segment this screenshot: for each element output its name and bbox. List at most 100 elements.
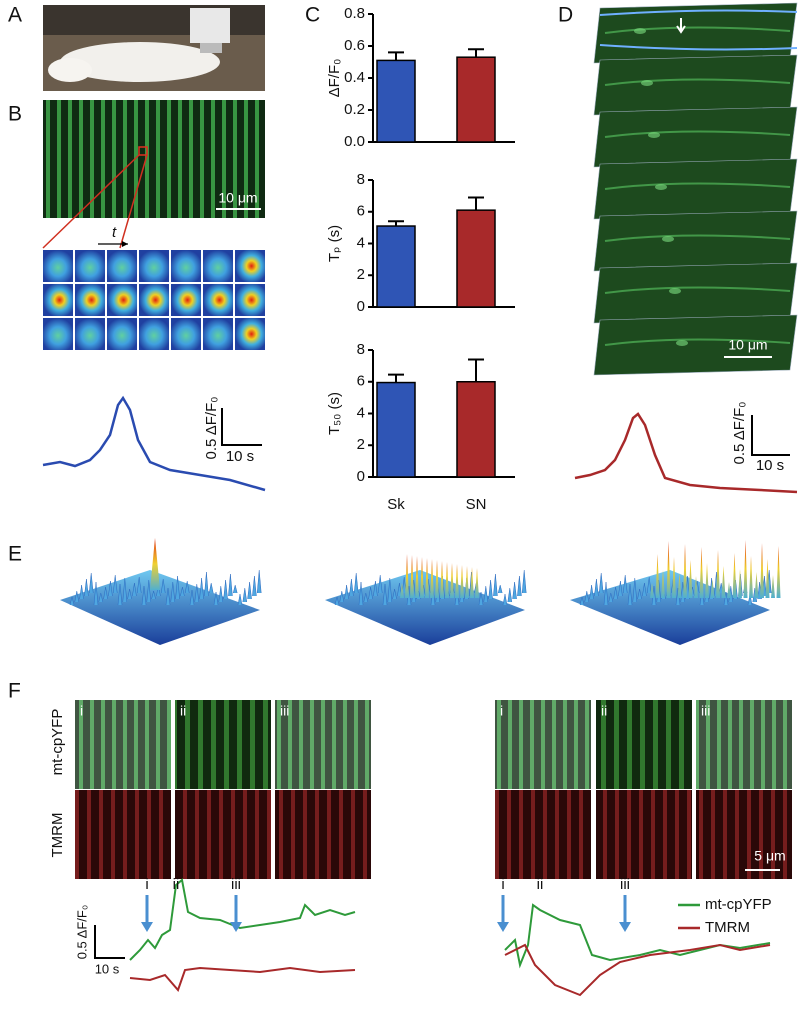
panel-label: A <box>8 4 22 27</box>
legend-label: TMRM <box>705 919 750 936</box>
arrow-label: i <box>145 876 148 893</box>
y-tick-label: 2 <box>357 266 365 283</box>
trace <box>129 966 356 992</box>
arrow <box>676 18 686 34</box>
arrow-label: ii <box>537 876 544 893</box>
y-tick-label: 8 <box>357 341 365 358</box>
y-axis-label: T₅₀ (s) <box>326 392 343 435</box>
spark <box>662 236 674 242</box>
panel-label: B <box>8 103 22 126</box>
scale-bar <box>751 415 790 456</box>
red-frame <box>75 790 171 879</box>
frame <box>235 284 265 316</box>
error-bar <box>468 196 484 211</box>
image-stack <box>593 2 798 376</box>
frame-label: i <box>80 703 83 719</box>
trace <box>574 412 798 494</box>
spark <box>676 340 688 346</box>
bar <box>376 59 416 143</box>
scale-label: 10 s <box>226 448 254 465</box>
scale-bar <box>221 408 262 446</box>
frame <box>43 250 73 282</box>
scale-label: 10 μm <box>728 337 767 353</box>
scale-label: 10 s <box>95 961 120 976</box>
arrow-head <box>122 241 128 247</box>
arrow-head <box>497 922 509 932</box>
heatmap-frames <box>43 250 265 350</box>
trace <box>42 395 266 492</box>
frame <box>171 284 201 316</box>
photo <box>43 5 265 91</box>
x-tick-label: SN <box>466 496 487 513</box>
trace <box>129 878 356 961</box>
fiber <box>604 234 791 242</box>
spark <box>641 80 653 86</box>
frame <box>75 318 105 350</box>
frame <box>43 284 73 316</box>
trace <box>504 903 771 969</box>
frame <box>171 318 201 350</box>
frame <box>593 54 798 116</box>
legend-label: mt-cpYFP <box>705 896 772 913</box>
peaks <box>650 540 781 598</box>
y-tick-label: 0.4 <box>344 69 365 86</box>
y-tick-label: 0.0 <box>344 133 365 150</box>
arrow-head <box>230 922 242 932</box>
y-axis-label: Tₚ (s) <box>326 225 343 262</box>
scale-label: 10 μm <box>218 190 257 206</box>
surface-plots <box>60 538 781 645</box>
bar <box>376 381 416 478</box>
green-frame <box>75 700 171 789</box>
fiber <box>604 78 791 86</box>
fiber <box>604 286 791 294</box>
red-frame <box>495 790 591 879</box>
y-tick-label: 6 <box>357 373 365 390</box>
scale-label: 10 s <box>756 457 784 474</box>
micrograph: 10 μm <box>42 100 265 249</box>
error-bar <box>468 358 484 382</box>
peak <box>150 538 160 590</box>
green-frame <box>696 700 792 789</box>
micrograph-rows: i ii iii i ii iii <box>75 700 792 879</box>
panel-label: E <box>8 543 22 566</box>
frame-label: iii <box>280 703 289 719</box>
green-frame <box>275 700 371 789</box>
error-bar <box>468 48 484 58</box>
arrow-label: i <box>501 876 504 893</box>
frame <box>171 250 201 282</box>
y-tick-label: 0.2 <box>344 101 365 118</box>
panel-label: F <box>8 680 21 703</box>
spark <box>648 132 660 138</box>
arrow-label: iii <box>231 876 241 893</box>
error-bar <box>388 373 404 383</box>
arrow-label: ii <box>173 876 180 893</box>
green-frame <box>495 700 591 789</box>
y-tick-label: 4 <box>357 404 365 421</box>
bar-charts: 0.0 0.2 0.4 0.6 0.8 ΔF/F₀ 0 2 4 6 8 Tₚ (s) 0 2 4 6 8 T₅₀ … <box>326 5 515 513</box>
spark <box>634 28 646 34</box>
outline <box>599 9 798 51</box>
frame-label: i <box>500 703 503 719</box>
bar <box>456 381 496 478</box>
bar <box>376 225 416 308</box>
frame-label: ii <box>601 703 607 719</box>
bar <box>456 209 496 308</box>
spark <box>655 184 667 190</box>
frame-label: ii <box>180 703 186 719</box>
frame <box>43 318 73 350</box>
row-label: TMRM <box>49 813 66 858</box>
frame <box>107 284 137 316</box>
frame <box>593 210 798 272</box>
arrow-label: iii <box>620 876 630 893</box>
y-tick-label: 6 <box>357 203 365 220</box>
frame <box>593 158 798 220</box>
scale-bar <box>94 925 125 959</box>
arrow-head <box>619 922 631 932</box>
frame <box>593 314 798 376</box>
axis-label: t <box>112 224 117 241</box>
red-frame <box>275 790 371 879</box>
scale-label: 0.5 ΔF/F₀ <box>74 905 89 960</box>
frame <box>75 250 105 282</box>
frame <box>139 318 169 350</box>
